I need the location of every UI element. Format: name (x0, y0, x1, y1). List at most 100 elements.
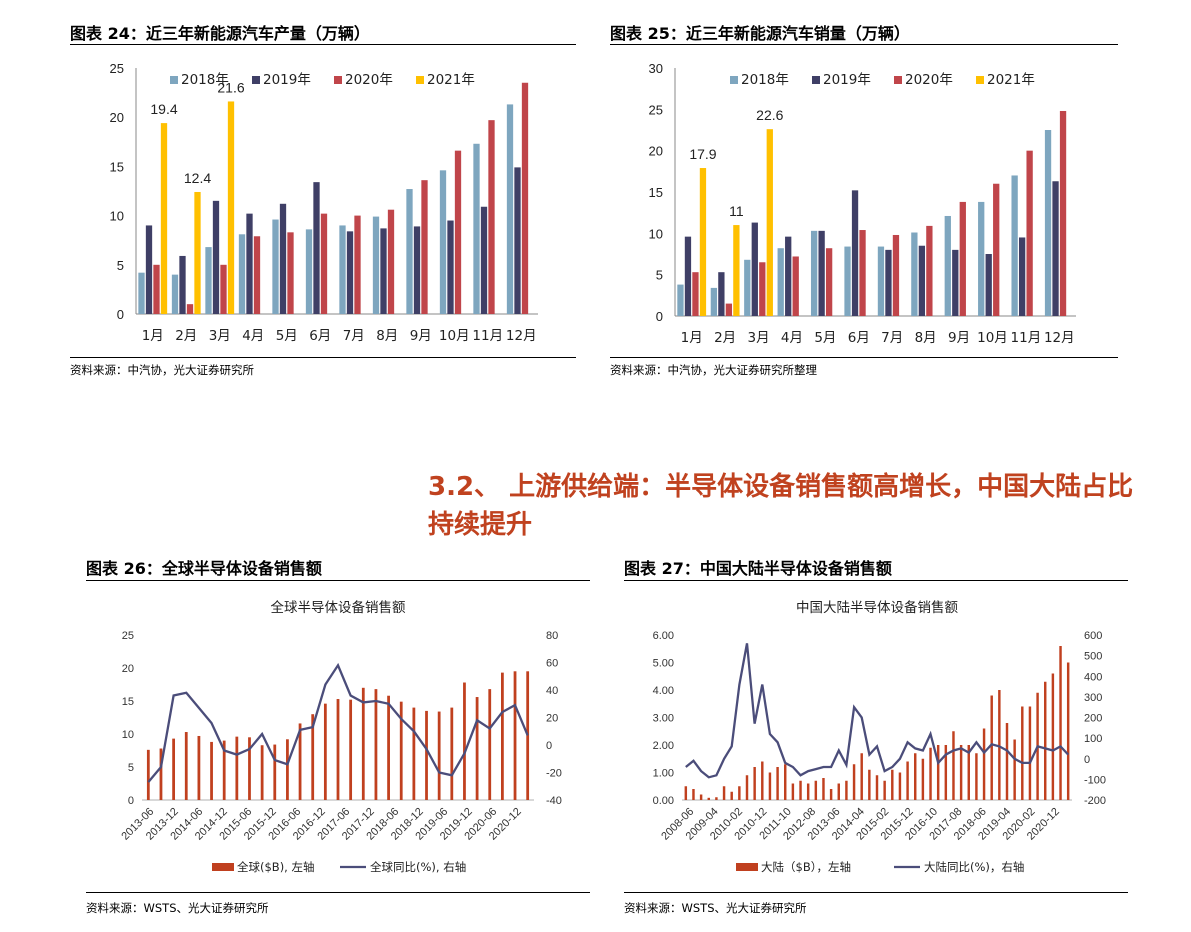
bar-value (273, 744, 277, 800)
y-right-tick-label: 100 (1084, 733, 1102, 745)
bar-value (210, 741, 213, 800)
bar-value (311, 714, 315, 800)
bar-2019年 (380, 228, 387, 314)
y-right-tick-label: 20 (546, 713, 558, 725)
bar-2018年 (1011, 175, 1018, 316)
legend-label: 2021年 (987, 72, 1035, 88)
bar-value (248, 737, 251, 800)
yoy-line (147, 662, 529, 783)
bar-value (784, 764, 787, 800)
y-right-tick-label: 40 (546, 685, 558, 697)
bar-2018年 (1044, 130, 1052, 316)
bar-value (883, 780, 886, 800)
bar-value (837, 783, 840, 800)
x-tick-label: 8月 (915, 330, 937, 346)
y-tick-label: 20 (110, 110, 124, 125)
bar-2020年 (186, 304, 194, 314)
bar-2020年 (892, 234, 900, 316)
bar-value (1013, 739, 1016, 800)
x-tick-label: 5月 (814, 330, 836, 346)
bar-value (172, 738, 176, 800)
y-right-tick-label: 60 (546, 658, 558, 670)
y-right-tick-label: 600 (1084, 630, 1102, 642)
y-tick-label: 20 (649, 144, 663, 159)
y-tick-label: 15 (649, 185, 663, 200)
bar-2020年 (488, 120, 495, 314)
bar-2020年 (1026, 150, 1033, 316)
legend-label: 2018年 (741, 72, 789, 88)
legend-swatch (252, 76, 260, 84)
bar-value (722, 786, 726, 800)
y-tick-label: 15 (110, 159, 124, 174)
bar-2018年 (777, 248, 784, 316)
bar-value (692, 789, 695, 800)
y-tick-label: 10 (110, 209, 124, 224)
bar-2020年 (153, 264, 160, 314)
bar-2018年 (710, 287, 718, 316)
figure-27-title: 图表 27：中国大陆半导体设备销售额 (624, 559, 892, 578)
x-tick-label: 4月 (781, 330, 803, 346)
bar-value (875, 775, 879, 800)
bar-value (463, 682, 466, 800)
bar-2020年 (320, 213, 328, 314)
x-tick-label: 6月 (848, 330, 870, 346)
figure-25-top-rule (610, 44, 1118, 45)
bar-value (990, 695, 993, 800)
figure-27-bottom-rule (624, 892, 1128, 893)
bar-2020年 (521, 82, 529, 314)
bar-value (374, 689, 378, 800)
legend-label: 全球同比(%), 右轴 (370, 860, 466, 874)
bar-value (845, 780, 848, 800)
y-right-tick-label: -40 (546, 795, 562, 807)
bar-value (387, 695, 390, 800)
data-label: 17.9 (689, 146, 716, 162)
legend-swatch-bar (736, 863, 758, 871)
bar-2018年 (473, 143, 480, 314)
bar-2018年 (944, 215, 951, 316)
bar-2018年 (272, 219, 279, 314)
bar-value (1051, 673, 1055, 800)
bar-value (998, 690, 1001, 800)
y-tick-label: 0 (656, 309, 663, 324)
bar-2020年 (692, 272, 699, 316)
y-right-tick-label: 0 (1084, 754, 1090, 766)
x-tick-label: 5月 (276, 328, 298, 344)
bar-2019年 (246, 213, 253, 314)
bar-value (952, 731, 955, 800)
bar-2019年 (212, 200, 220, 314)
y-left-tick-label: 10 (122, 729, 134, 741)
legend-swatch (730, 76, 738, 84)
bar-value (944, 745, 948, 800)
bar-2019年 (985, 254, 992, 316)
bar-2018年 (978, 201, 985, 316)
bar-value (906, 761, 909, 800)
bar-2020年 (859, 230, 866, 316)
bar-value (959, 745, 963, 800)
x-tick-label: 1月 (142, 328, 164, 344)
y-right-tick-label: 400 (1084, 671, 1102, 683)
bar-value (336, 699, 340, 800)
bar-2018年 (305, 229, 313, 314)
bar-value (1021, 706, 1024, 800)
data-label: 19.4 (150, 101, 177, 117)
y-left-tick-label: 4.00 (653, 685, 674, 697)
x-tick-label: 9月 (410, 328, 432, 344)
bar-value (898, 772, 902, 800)
figure-24-bottom-rule (70, 357, 576, 358)
bar-value (399, 701, 403, 800)
legend-label: 全球($B), 左轴 (237, 860, 315, 874)
bar-value (967, 745, 970, 800)
bar-value (806, 783, 810, 800)
bar-value (450, 707, 454, 800)
legend-swatch (170, 76, 178, 84)
bar-value (1005, 723, 1009, 800)
bar-2018年 (911, 232, 918, 316)
bar-2021年 (194, 191, 201, 314)
bar-value (829, 789, 833, 800)
y-left-tick-label: 5 (128, 762, 134, 774)
figure-24-title: 图表 24：近三年新能源汽车产量（万辆） (70, 24, 370, 43)
x-tick-label: 1月 (681, 330, 703, 346)
bar-value (526, 671, 530, 800)
legend-label: 2020年 (905, 72, 953, 88)
y-tick-label: 5 (117, 258, 124, 273)
